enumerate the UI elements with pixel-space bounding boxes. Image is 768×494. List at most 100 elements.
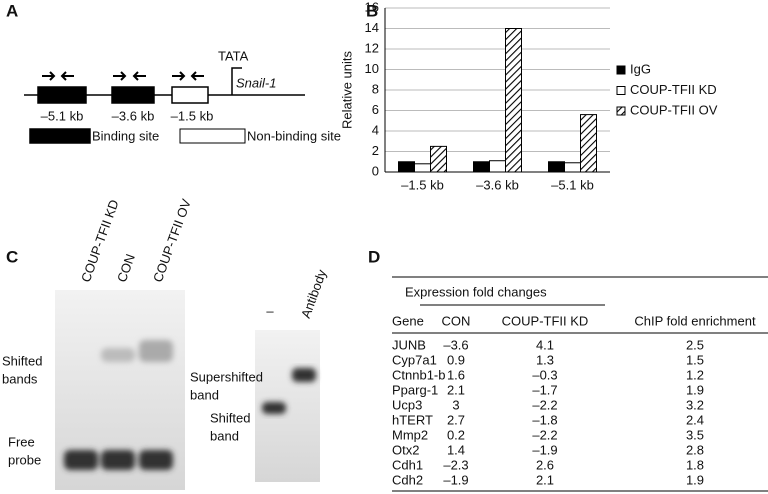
table-cell: 1.5	[686, 352, 704, 367]
table-cell: 2.5	[686, 337, 704, 352]
table-cell: Ucp3	[392, 397, 422, 412]
legend-label: Binding site	[92, 128, 159, 143]
table-cell: –3.6	[443, 337, 468, 352]
table-cell: 1.4	[447, 442, 465, 457]
table-cell: –1.9	[532, 442, 557, 457]
panel-label: D	[368, 247, 380, 266]
y-tick-label: 2	[372, 143, 379, 158]
lane-label: –	[266, 303, 274, 318]
table-cell: 2.1	[447, 382, 465, 397]
table-cell: 3.5	[686, 427, 704, 442]
gel-label: Shifted	[210, 410, 250, 425]
table-cell: Cdh1	[392, 457, 423, 472]
bar	[548, 161, 565, 173]
table-cell: 1.8	[686, 457, 704, 472]
table: Gene CON COUP-TFII KD ChIP fold enrichment J…	[392, 276, 768, 492]
legend-swatch	[616, 65, 626, 75]
y-tick-label: 4	[372, 122, 379, 137]
table-cell: 1.6	[447, 367, 465, 382]
bar	[489, 160, 506, 173]
tata-label: TATA	[218, 48, 249, 63]
table-cell: 1.3	[536, 352, 554, 367]
bar	[580, 114, 597, 173]
lane-label: COUP-TFII OV	[150, 197, 194, 285]
y-tick-label: 16	[365, 0, 379, 14]
gel-label: probe	[8, 452, 41, 467]
panel-label: A	[6, 1, 18, 20]
gel-label: band	[210, 428, 239, 443]
table-cell: Cdh2	[392, 472, 423, 487]
bar	[505, 28, 522, 173]
y-tick-label: 8	[372, 81, 379, 96]
gene-label: Snail-1	[236, 75, 276, 90]
promoter-diagram	[24, 67, 305, 144]
column-header: Gene	[392, 313, 424, 328]
table-cell: 3.2	[686, 397, 704, 412]
table-cell: 2.1	[536, 472, 554, 487]
table-cell: 0.2	[447, 427, 465, 442]
bar	[473, 161, 490, 173]
gel-label: Shifted	[2, 353, 42, 368]
lane-label: COUP-TFII KD	[78, 198, 122, 285]
lane-label: Antibody	[298, 267, 330, 320]
table-cell: hTERT	[392, 412, 433, 427]
legend-swatch	[616, 86, 626, 95]
gel-label: bands	[2, 371, 38, 386]
table-cell: –2.3	[443, 457, 468, 472]
bar-chart: 0 2 4 6 8 10 12 14 16 –1.5 kb –3.6 kb –5.1 kb IgG COU…	[365, 0, 718, 192]
x-tick-label: –1.5 kb	[401, 177, 444, 192]
table-cell: 0.9	[447, 352, 465, 367]
table-cell: Pparg-1	[392, 382, 438, 397]
bar	[398, 161, 415, 173]
legend-label: IgG	[630, 61, 651, 76]
table-cell: 2.8	[686, 442, 704, 457]
gel-label: Supershifted	[190, 369, 263, 384]
x-tick-label: –3.6 kb	[476, 177, 519, 192]
gel-label: Free	[8, 434, 35, 449]
y-tick-label: 0	[372, 163, 379, 178]
table-cell: 1.2	[686, 367, 704, 382]
column-header: CON	[442, 313, 471, 328]
table-cell: –2.2	[532, 397, 557, 412]
table-cell: 2.6	[536, 457, 554, 472]
table-cell: –2.2	[532, 427, 557, 442]
column-header: ChIP fold enrichment	[634, 313, 756, 328]
table-cell: Mmp2	[392, 427, 428, 442]
legend-label: COUP-TFII OV	[630, 102, 718, 117]
y-tick-label: 10	[365, 61, 379, 76]
table-cell: 1.9	[686, 472, 704, 487]
site-label: –5.1 kb	[41, 108, 84, 123]
table-cell: Ctnnb1-b	[392, 367, 445, 382]
y-axis-title: Relative units	[339, 50, 354, 129]
table-cell: Cyp7a1	[392, 352, 437, 367]
lane-label: CON	[114, 252, 138, 284]
table-group-header: Expression fold changes	[405, 284, 547, 299]
legend-swatch	[616, 106, 626, 116]
table-cell: –1.9	[443, 472, 468, 487]
site-label: –3.6 kb	[112, 108, 155, 123]
table-cell: 3	[452, 397, 459, 412]
table-cell: 2.4	[686, 412, 704, 427]
gel-right	[255, 330, 320, 482]
legend-label: Non-binding site	[247, 128, 341, 143]
legend-label: COUP-TFII KD	[630, 82, 717, 97]
table-cell: 4.1	[536, 337, 554, 352]
y-tick-label: 14	[365, 20, 379, 35]
table-cell: –1.8	[532, 412, 557, 427]
table-cell: 1.9	[686, 382, 704, 397]
x-tick-label: –5.1 kb	[551, 177, 594, 192]
panel-label: C	[6, 247, 18, 266]
gel-left	[55, 290, 185, 490]
gel-label: band	[190, 387, 219, 402]
column-header: COUP-TFII KD	[502, 313, 589, 328]
bar	[414, 163, 431, 173]
bar	[564, 162, 581, 173]
y-tick-label: 6	[372, 102, 379, 117]
bar	[430, 145, 447, 173]
y-tick-label: 12	[365, 40, 379, 55]
panel-label: B	[366, 1, 378, 20]
table-cell: Otx2	[392, 442, 419, 457]
table-cell: 2.7	[447, 412, 465, 427]
site-label: –1.5 kb	[171, 108, 214, 123]
